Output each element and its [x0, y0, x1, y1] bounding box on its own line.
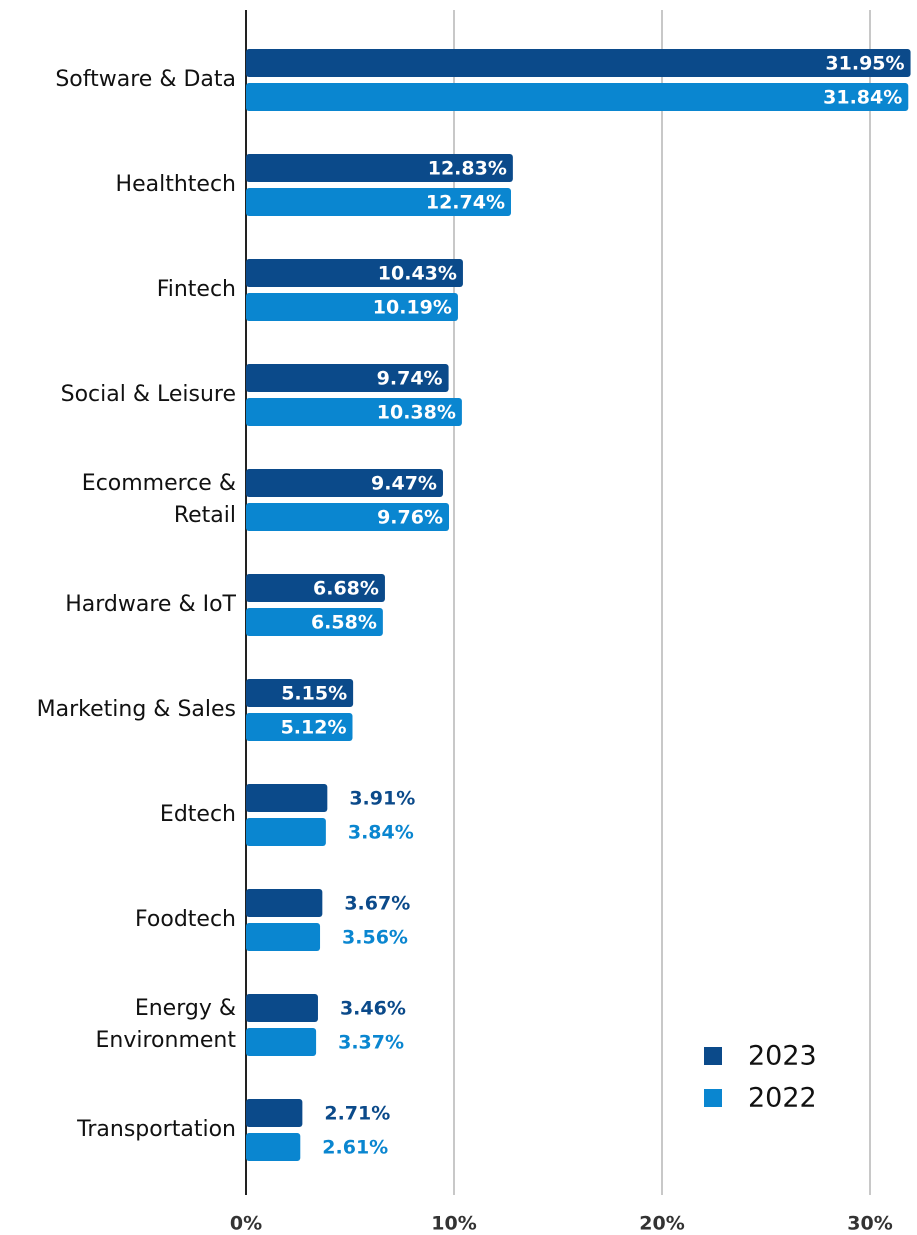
- value-label: 5.15%: [281, 683, 347, 705]
- legend-label: 2023: [748, 1041, 817, 1072]
- x-tick-label: 0%: [230, 1213, 262, 1235]
- value-label: 12.74%: [426, 192, 505, 214]
- bar: [246, 364, 449, 392]
- value-label: 10.43%: [378, 263, 457, 285]
- bar: [246, 293, 458, 321]
- value-label: 9.74%: [377, 368, 443, 390]
- y-tick-label: Software & Data: [55, 67, 236, 92]
- bar: [246, 889, 323, 917]
- y-tick-label: Marketing & Sales: [36, 697, 236, 722]
- value-label: 10.19%: [373, 297, 452, 319]
- value-label: 31.84%: [823, 87, 902, 109]
- x-tick-label: 10%: [431, 1213, 476, 1235]
- value-label: 9.76%: [377, 507, 443, 529]
- bar: [246, 49, 911, 77]
- x-tick-label: 20%: [639, 1213, 684, 1235]
- y-tick-label: Foodtech: [135, 907, 236, 932]
- value-label: 3.84%: [348, 822, 414, 844]
- value-label: 9.47%: [371, 473, 437, 495]
- y-tick-label: Ecommerce & Retail: [81, 471, 236, 528]
- value-label: 2.71%: [324, 1103, 390, 1125]
- value-label: 3.37%: [338, 1032, 404, 1054]
- bar: [246, 1133, 301, 1161]
- value-label: 5.12%: [281, 717, 347, 739]
- bar: [246, 1028, 317, 1056]
- bar: [246, 398, 462, 426]
- bar: [246, 713, 353, 741]
- bar: [246, 679, 354, 707]
- bar: [246, 994, 318, 1022]
- value-label: 12.83%: [428, 158, 507, 180]
- value-label: 3.67%: [344, 893, 410, 915]
- bar: [246, 608, 383, 636]
- bar: [246, 574, 385, 602]
- value-label: 10.38%: [377, 402, 456, 424]
- value-label: 3.91%: [349, 788, 415, 810]
- bar: [246, 784, 328, 812]
- value-label: 2.61%: [322, 1137, 388, 1159]
- bar: [246, 503, 450, 531]
- y-tick-label: Healthtech: [115, 172, 236, 197]
- x-tick-label: 30%: [847, 1213, 892, 1235]
- bar: [246, 83, 909, 111]
- legend-label: 2022: [748, 1083, 817, 1114]
- bar: [246, 923, 321, 951]
- bar: [246, 259, 463, 287]
- legend-swatch: [704, 1089, 722, 1107]
- value-label: 3.46%: [340, 998, 406, 1020]
- value-label: 31.95%: [825, 53, 904, 75]
- bar: [246, 154, 513, 182]
- bar: [246, 1099, 303, 1127]
- y-tick-label: Social & Leisure: [60, 382, 236, 407]
- bar: [246, 469, 443, 497]
- value-label: 6.68%: [313, 578, 379, 600]
- y-tick-label: Energy & Environment: [95, 996, 236, 1053]
- y-tick-label: Edtech: [159, 802, 236, 827]
- bar: [246, 188, 511, 216]
- bar: [246, 818, 326, 846]
- legend-swatch: [704, 1047, 722, 1065]
- y-tick-label: Hardware & IoT: [65, 592, 236, 617]
- value-label: 3.56%: [342, 927, 408, 949]
- value-label: 6.58%: [311, 612, 377, 634]
- y-tick-label: Transportation: [77, 1117, 236, 1142]
- y-tick-label: Fintech: [156, 277, 236, 302]
